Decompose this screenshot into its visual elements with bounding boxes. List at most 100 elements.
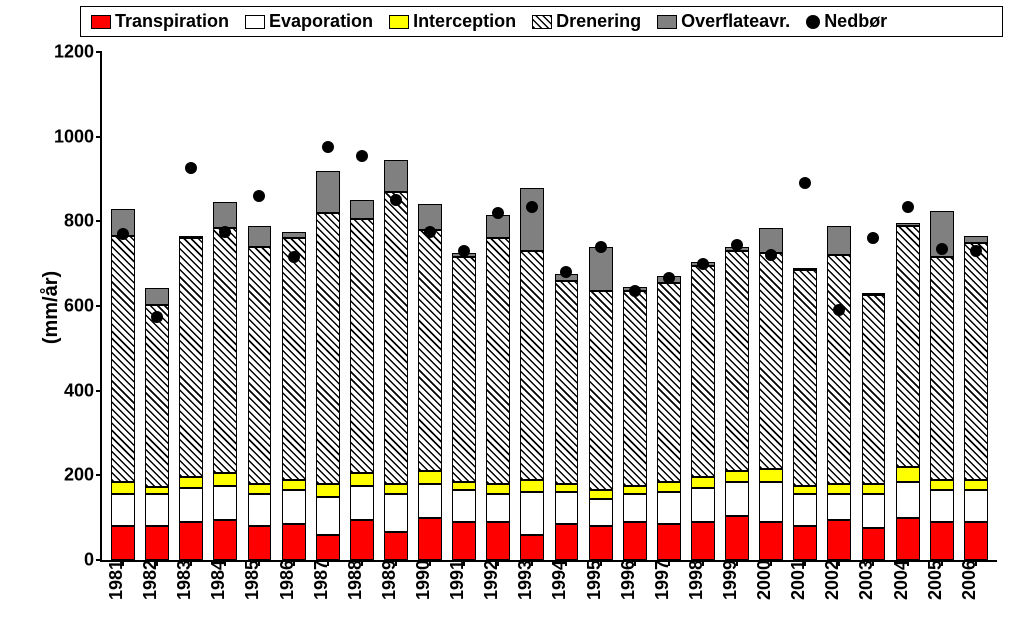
bar-segment-transpiration: [248, 526, 272, 560]
legend-item-drenering: Drenering: [532, 11, 641, 32]
bar-column: [379, 160, 413, 560]
bar-segment-interception: [452, 482, 476, 490]
x-tick-label: 2000: [754, 560, 788, 608]
bar-segment-evaporation: [896, 482, 920, 518]
bar-segment-evaporation: [418, 484, 442, 518]
point-marker: [902, 201, 914, 213]
bar-segment-interception: [725, 471, 749, 482]
bar-segment-interception: [759, 469, 783, 482]
bar-segment-interception: [657, 482, 681, 493]
y-tick-mark: [96, 220, 102, 222]
x-tick-label: 1990: [413, 560, 447, 608]
y-axis-label: (mm/år): [40, 271, 63, 344]
bar-segment-transpiration: [725, 516, 749, 560]
bar-column: [686, 262, 720, 560]
bar-column: [549, 274, 583, 560]
stacked-bar: [282, 232, 306, 560]
bar-segment-overflateavr: [248, 226, 272, 247]
bar-segment-drenering: [111, 236, 135, 482]
x-tick-label: 1995: [584, 560, 618, 608]
bar-segment-drenering: [589, 291, 613, 490]
bar-segment-drenering: [964, 243, 988, 480]
bar-segment-drenering: [316, 213, 340, 484]
x-tick-label: 2003: [856, 560, 890, 608]
bar-segment-transpiration: [964, 522, 988, 560]
legend-swatch-overflateavr: [657, 15, 677, 29]
stacked-bar: [316, 171, 340, 560]
bar-segment-interception: [145, 487, 169, 495]
bar-column: [925, 211, 959, 560]
bar-segment-drenering: [520, 251, 544, 480]
bar-segment-evaporation: [725, 482, 749, 516]
point-marker: [253, 190, 265, 202]
bar-segment-evaporation: [316, 497, 340, 535]
bar-segment-evaporation: [111, 494, 135, 526]
x-axis-labels: 1981198219831984198519861987198819891990…: [102, 560, 997, 608]
point-marker: [731, 239, 743, 251]
x-tick-label: 1988: [345, 560, 379, 608]
bar-column: [822, 226, 856, 560]
bar-column: [311, 171, 345, 560]
bar-segment-transpiration: [930, 522, 954, 560]
point-marker: [697, 258, 709, 270]
bar-segment-drenering: [384, 192, 408, 484]
stacked-bar: [759, 228, 783, 560]
stacked-bar: [555, 274, 579, 560]
bar-segment-drenering: [418, 230, 442, 471]
bar-segment-evaporation: [862, 494, 886, 528]
stacked-bar: [418, 204, 442, 560]
point-marker: [970, 245, 982, 257]
stacked-bar: [213, 202, 237, 560]
bar-segment-transpiration: [896, 518, 920, 560]
bar-column: [754, 228, 788, 560]
point-marker: [833, 304, 845, 316]
point-marker: [629, 285, 641, 297]
legend-swatch-transpiration: [91, 15, 111, 29]
x-tick-label: 2004: [891, 560, 925, 608]
point-marker: [663, 272, 675, 284]
point-marker: [936, 243, 948, 255]
legend-item-nedbor: Nedbør: [806, 11, 887, 32]
bar-segment-interception: [520, 480, 544, 493]
bar-segment-transpiration: [111, 526, 135, 560]
bar-segment-drenering: [282, 238, 306, 479]
x-tick-label: 1982: [140, 560, 174, 608]
bar-segment-overflateavr: [827, 226, 851, 256]
x-tick-label: 2002: [822, 560, 856, 608]
bar-segment-overflateavr: [520, 188, 544, 252]
bar-segment-interception: [179, 477, 203, 488]
bar-segment-transpiration: [384, 532, 408, 560]
x-tick-label: 1999: [720, 560, 754, 608]
bar-column: [481, 215, 515, 560]
bar-segment-drenering: [248, 247, 272, 484]
stacked-bar: [111, 209, 135, 560]
bar-segment-interception: [350, 473, 374, 486]
stacked-bar: [520, 188, 544, 561]
stacked-bar: [827, 226, 851, 560]
bar-segment-interception: [213, 473, 237, 486]
bar-segment-interception: [589, 490, 613, 498]
x-tick-label: 1983: [174, 560, 208, 608]
x-tick-label: 1997: [652, 560, 686, 608]
x-tick-label: 1993: [515, 560, 549, 608]
bar-segment-evaporation: [486, 494, 510, 522]
bar-segment-interception: [827, 484, 851, 495]
x-tick-label: 1991: [447, 560, 481, 608]
legend-swatch-drenering: [532, 15, 552, 29]
plot-area: 1981198219831984198519861987198819891990…: [100, 52, 997, 562]
stacked-bar: [248, 226, 272, 560]
bar-segment-evaporation: [827, 494, 851, 519]
bar-segment-interception: [930, 480, 954, 491]
bar-column: [140, 288, 174, 560]
bar-segment-evaporation: [213, 486, 237, 520]
bar-segment-drenering: [759, 253, 783, 469]
bar-segment-interception: [282, 480, 306, 491]
bar-segment-transpiration: [862, 528, 886, 560]
stacked-bar: [964, 236, 988, 560]
bar-segment-drenering: [623, 291, 647, 486]
legend-marker-nedbor: [806, 15, 820, 29]
bar-segment-interception: [793, 486, 817, 494]
x-tick-label: 1987: [311, 560, 345, 608]
point-marker: [595, 241, 607, 253]
bar-segment-transpiration: [486, 522, 510, 560]
